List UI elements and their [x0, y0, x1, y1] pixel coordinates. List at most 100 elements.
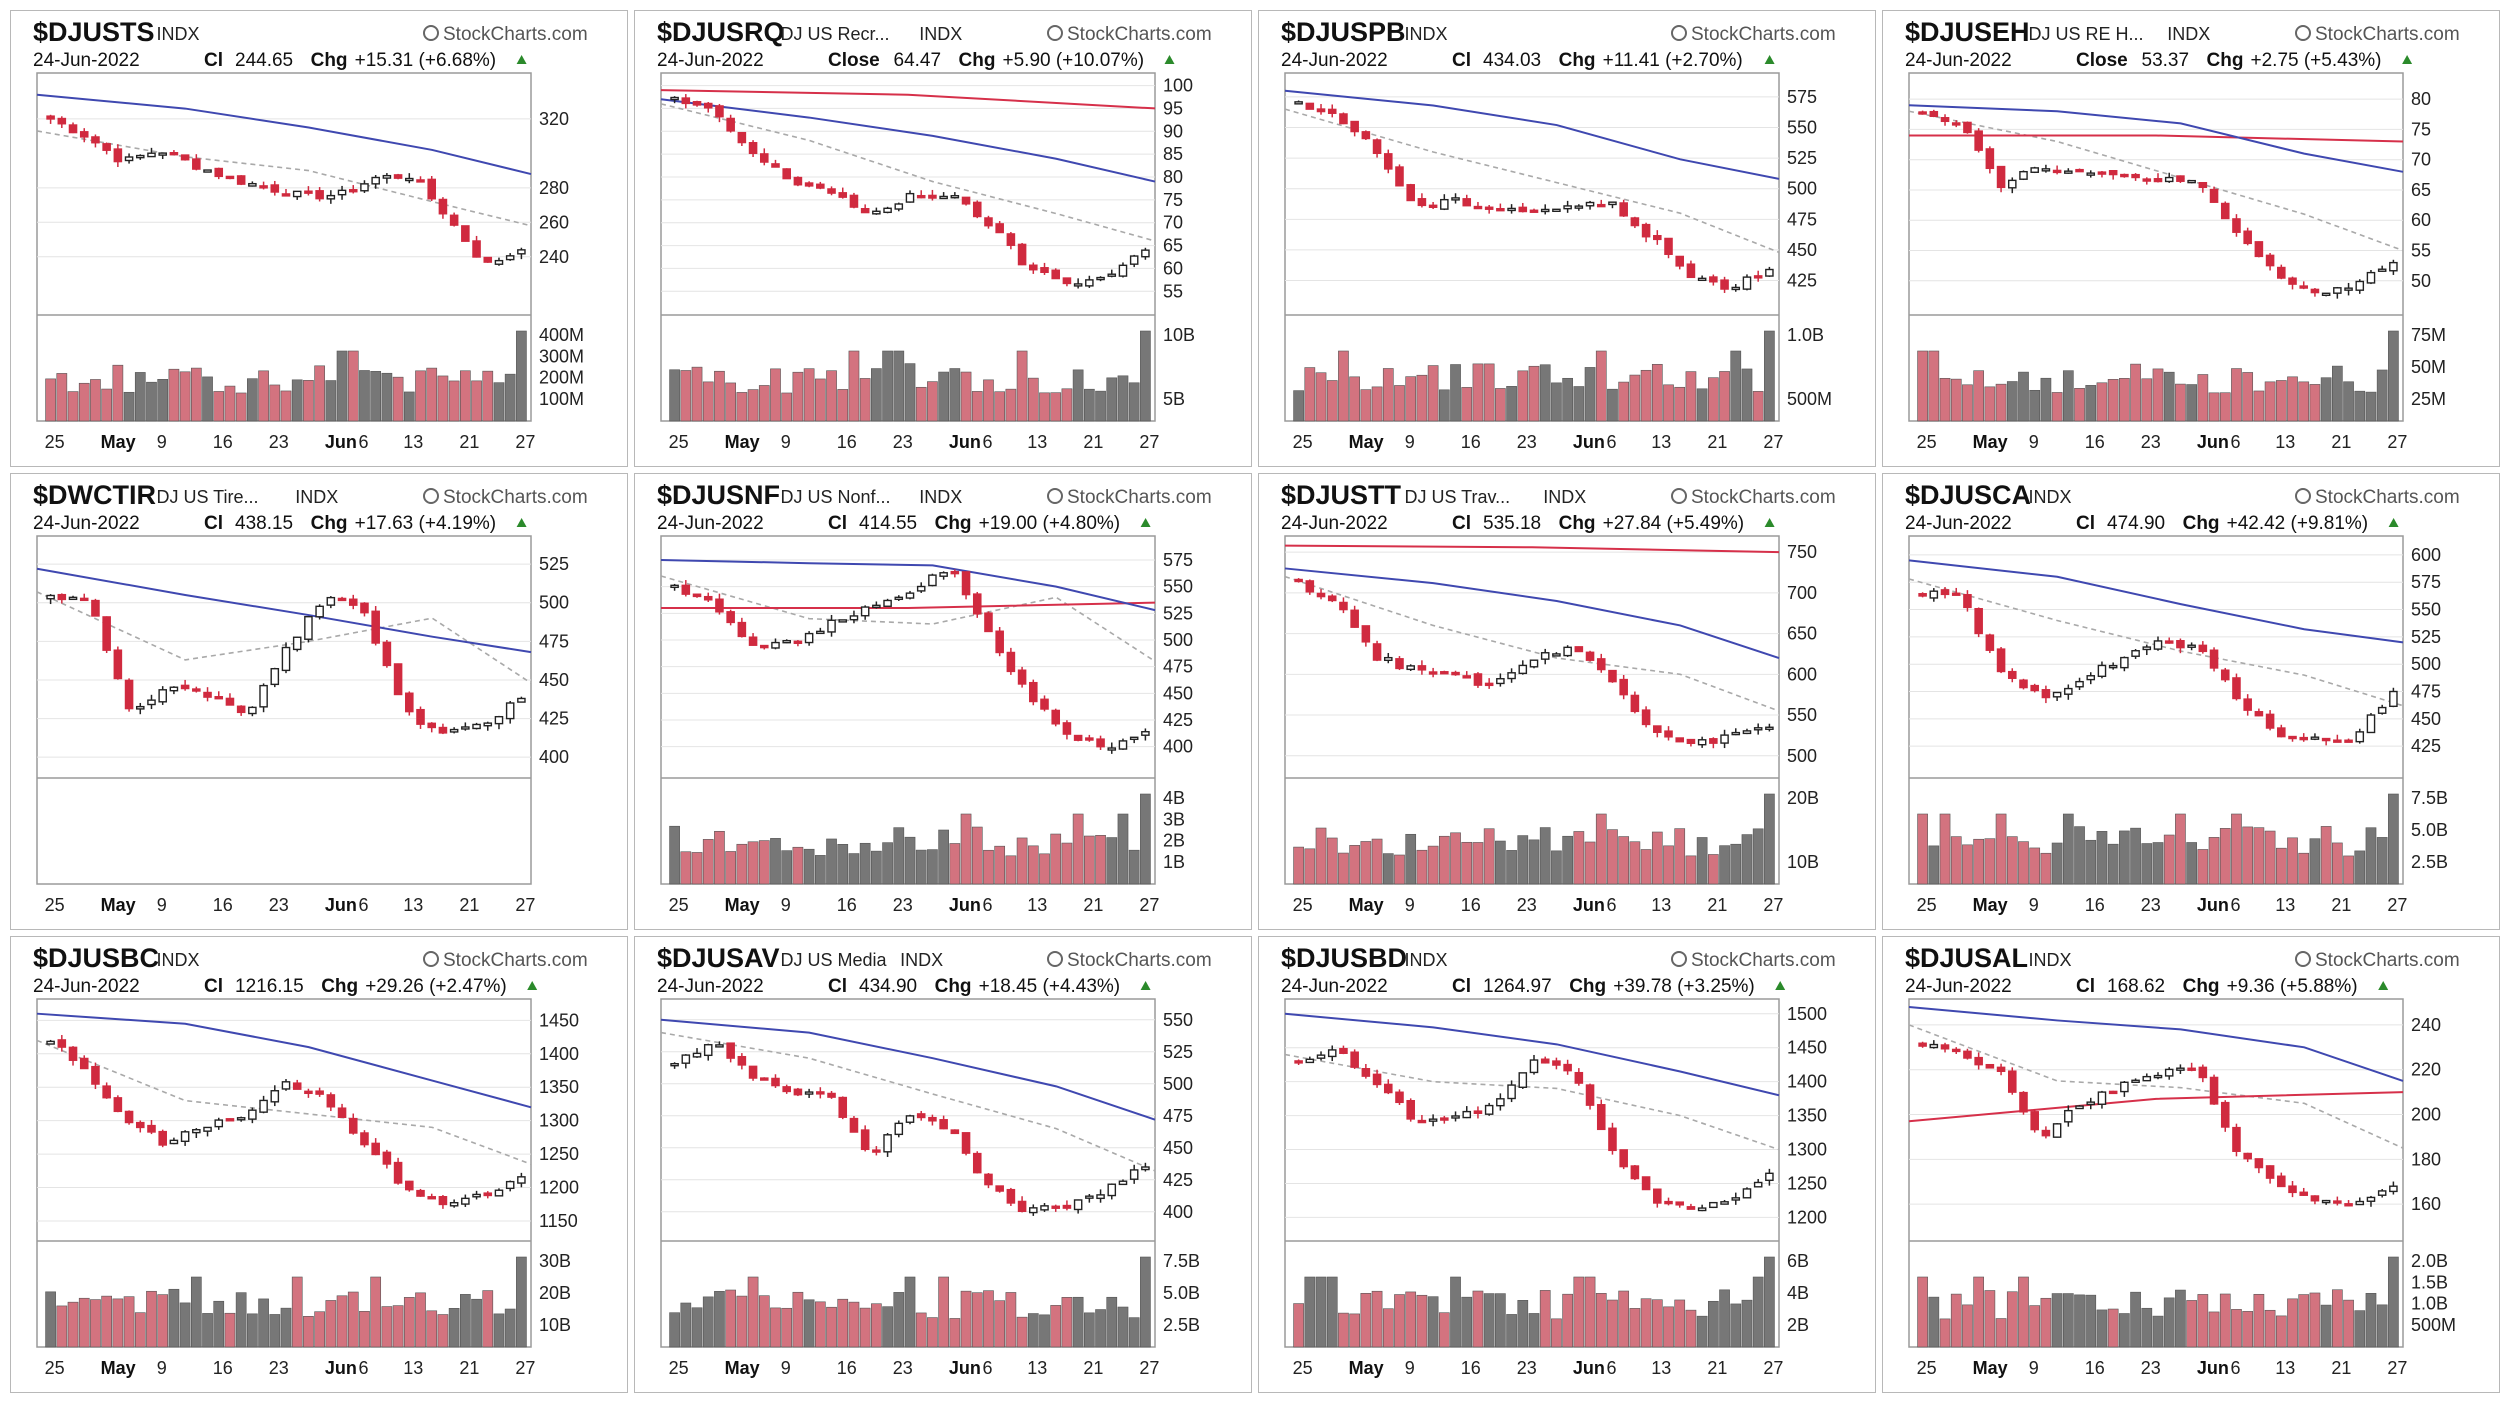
up-arrow-icon	[1140, 518, 1151, 527]
candle-down	[1720, 279, 1729, 290]
volume-bar	[2332, 842, 2343, 885]
volume-bar	[1472, 363, 1484, 422]
candle-up	[2377, 706, 2387, 714]
volume-bar	[859, 378, 871, 422]
chart-panel-dwctir[interactable]: $DWCTIR DJ US Tire... INDX StockCharts.com 2…	[10, 473, 628, 930]
y-tick-label: 1400	[539, 1044, 579, 1064]
y-tick-label: 525	[1787, 148, 1817, 168]
candle-down	[703, 595, 713, 601]
x-tick-label: 21	[459, 1358, 479, 1378]
candle-down	[192, 158, 201, 170]
chart-panel-djusrq[interactable]: $DJUSRQ DJ US Recr... INDX StockCharts.com 2…	[634, 10, 1252, 467]
candle-down	[950, 570, 960, 575]
chart-panel-djusnf[interactable]: $DJUSNF DJ US Nonf... INDX StockCharts.com 2…	[634, 473, 1252, 930]
chart-panel-djusal[interactable]: $DJUSAL INDX StockCharts.com 24-Jun-2022 Cl 1…	[1882, 936, 2500, 1393]
x-tick-label: 23	[2141, 432, 2161, 452]
x-tick-label: 16	[837, 432, 857, 452]
candle-down	[2243, 230, 2252, 245]
candle-down	[1462, 675, 1472, 679]
volume-bar	[504, 373, 516, 422]
candle-up	[461, 1197, 470, 1205]
volume-bar	[927, 381, 938, 422]
chart-panel-djusbc[interactable]: $DJUSBC INDX StockCharts.com 24-Jun-2022 Cl 1…	[10, 936, 628, 1393]
candle-up	[2064, 687, 2073, 695]
candle-up	[1529, 1059, 1539, 1074]
chart-panel-djuspb[interactable]: $DJUSPB INDX StockCharts.com 24-Jun-2022 Cl 4…	[1258, 10, 1876, 467]
volume-bar	[1663, 384, 1674, 422]
volume-bar	[702, 1296, 714, 1348]
volume-bar	[2365, 827, 2377, 885]
volume-bar	[904, 836, 916, 885]
volume-tick-label: 25M	[2411, 389, 2446, 409]
volume-bar	[291, 1276, 303, 1348]
volume-tick-label: 7.5B	[1163, 1251, 1200, 1271]
candle-down	[1040, 267, 1049, 274]
volume-bar	[1140, 793, 1151, 885]
candle-down	[2176, 175, 2185, 182]
candle-down	[91, 599, 100, 617]
candle-down	[79, 131, 89, 138]
y-tick-label: 575	[1163, 550, 1193, 570]
candle-down	[1062, 277, 1072, 285]
candle-down	[2254, 241, 2264, 258]
y-tick-label: 425	[539, 709, 569, 729]
chart-svg: $DJUSTT DJ US Trav... INDX StockCharts.com 2…	[1281, 480, 1836, 915]
change-value: +42.42 (+9.81%)	[2227, 513, 2369, 534]
close-label: Cl	[204, 50, 223, 71]
candle-down	[2198, 181, 2208, 189]
candle-down	[995, 1185, 1004, 1192]
candle-up	[180, 1131, 190, 1143]
volume-bar	[725, 1289, 736, 1348]
chart-panel-djuseh[interactable]: $DJUSEH DJ US RE H... INDX StockCharts.com 2…	[1882, 10, 2500, 467]
chart-panel-djusbd[interactable]: $DJUSBD INDX StockCharts.com 24-Jun-2022 Cl 1…	[1258, 936, 1876, 1393]
candle-down	[2232, 1126, 2241, 1152]
volume-bar	[702, 839, 714, 885]
chart-panel-djusca[interactable]: $DJUSCA INDX StockCharts.com 24-Jun-2022 Cl 4…	[1882, 473, 2500, 930]
candle-down	[1383, 153, 1393, 170]
stockcharts-icon	[423, 488, 439, 504]
volume-bar	[2130, 363, 2141, 422]
volume-bar	[736, 1295, 748, 1348]
volume-bar	[882, 842, 893, 885]
y-tick-label: 80	[2411, 89, 2431, 109]
chart-panel-djusav[interactable]: $DJUSAV DJ US Media INDX StockCharts.com 24-…	[634, 936, 1252, 1393]
candle-down	[192, 688, 201, 692]
volume-bar	[190, 367, 202, 422]
candle-down	[1305, 102, 1315, 110]
volume-bar	[392, 376, 404, 422]
x-tick-label: May	[101, 895, 136, 915]
candle-up	[2086, 1101, 2096, 1106]
x-tick-label: 27	[1139, 1358, 1159, 1378]
candle-down	[726, 611, 735, 624]
volume-bar	[2062, 813, 2074, 885]
candle-up	[827, 619, 836, 633]
watermark: StockCharts.com	[1691, 24, 1836, 45]
candle-down	[726, 1042, 735, 1059]
chart-svg: $DJUSAL INDX StockCharts.com 24-Jun-2022 Cl 1…	[1905, 943, 2460, 1378]
date: 24-Jun-2022	[657, 513, 764, 534]
candle-down	[371, 610, 380, 644]
y-tick-label: 550	[2411, 600, 2441, 620]
volume-bar	[2354, 1310, 2366, 1348]
volume-bar	[1663, 845, 1674, 885]
close-label: Cl	[828, 513, 847, 534]
candle-down	[1473, 205, 1483, 210]
volume-bar	[691, 852, 703, 885]
volume-bar	[2018, 1276, 2029, 1348]
volume-bar	[814, 1301, 826, 1348]
volume-bar	[134, 372, 146, 422]
candle-down	[1675, 1201, 1685, 1206]
candle-down	[1951, 592, 1961, 596]
chart-panel-djustt[interactable]: $DJUSTT DJ US Trav... INDX StockCharts.com 2…	[1258, 473, 1876, 930]
candle-down	[1406, 184, 1415, 202]
volume-bar	[781, 392, 793, 422]
chart-panel-djusts[interactable]: $DJUSTS INDX StockCharts.com 24-Jun-2022 Cl 2…	[10, 10, 628, 467]
symbol: $DJUSTT	[1281, 480, 1402, 510]
volume-bar	[1730, 350, 1742, 422]
y-tick-label: 650	[1787, 624, 1817, 644]
candle-up	[169, 686, 179, 692]
y-tick-label: 95	[1163, 98, 1183, 118]
candle-up	[2355, 731, 2365, 743]
volume-bar	[247, 378, 258, 422]
candle-down	[225, 697, 235, 706]
